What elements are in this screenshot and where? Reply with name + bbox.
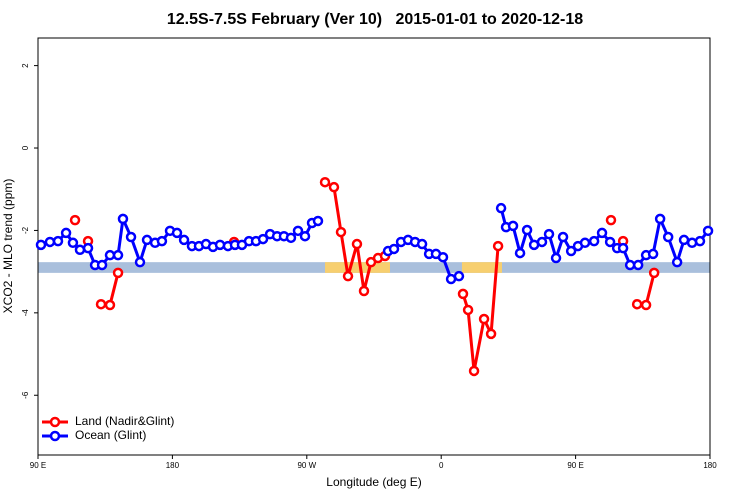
highlight [461,262,502,273]
data-point [104,299,116,311]
x-tick-label: 0 [439,461,444,470]
data-point [647,248,659,260]
data-point [52,235,64,247]
data-point [257,233,269,245]
data-point [462,304,474,316]
data-point [96,259,108,271]
data-point [74,244,86,256]
data-point [485,328,497,340]
data-point [632,259,644,271]
data-point [648,267,660,279]
data-point [492,240,504,252]
y-tick-label: 0 [21,145,30,150]
data-point [82,242,94,254]
data-point [588,235,600,247]
data-point [335,226,347,238]
y-axis-label: XCO2 - MLO trend (ppm) [1,179,15,314]
data-point [112,249,124,261]
data-point [60,227,72,239]
data-point [141,234,153,246]
data-point [44,236,56,248]
data-point [437,251,449,263]
data-point [285,232,297,244]
data-point [640,299,652,311]
data-point [550,252,562,264]
data-point [579,237,591,249]
x-tick-label: 180 [703,461,717,470]
x-tick-label: 90 E [567,461,583,470]
data-point [312,215,324,227]
data-point [112,267,124,279]
data-point [67,237,79,249]
data-point [171,227,183,239]
data-point [69,214,81,226]
data-point [125,231,137,243]
data-point [104,249,116,261]
chart-title: 12.5S-7.5S February (Ver 10) 2015-01-01 … [167,11,583,28]
x-tick-label: 180 [166,461,180,470]
data-point [557,231,569,243]
data-point [604,236,616,248]
data-point [694,235,706,247]
data-point [495,202,507,214]
y-tick-label: -6 [21,391,30,399]
data-point [453,270,465,282]
y-tick-label: -4 [21,309,30,317]
data-point [671,256,683,268]
data-point [178,234,190,246]
legend-marker [49,416,61,428]
data-point [319,176,331,188]
data-point [536,236,548,248]
data-point [678,234,690,246]
legend-marker [49,430,61,442]
data-point [388,243,400,255]
data-point [631,298,643,310]
data-point [605,214,617,226]
data-point [596,227,608,239]
data-point [214,239,226,251]
data-point [662,231,674,243]
y-tick-label: -2 [21,226,30,234]
legend-label: Land (Nadir&Glint) [75,414,174,428]
data-point [328,181,340,193]
legend-label: Ocean (Glint) [75,428,146,442]
data-point [351,238,363,250]
data-point [416,238,428,250]
data-point [95,298,107,310]
series-line [324,180,386,292]
data-point [292,225,304,237]
data-point [478,313,490,325]
data-point [543,228,555,240]
data-point [342,270,354,282]
data-point [156,235,168,247]
data-point [117,213,129,225]
data-point [457,288,469,300]
y-tick-label: 2 [21,63,30,68]
data-point [134,256,146,268]
data-point [468,365,480,377]
data-point [565,245,577,257]
data-point [702,225,714,237]
data-point [35,239,47,251]
data-point [514,247,526,259]
data-point [358,285,370,297]
data-point [617,242,629,254]
x-tick-label: 90 E [30,461,46,470]
data-point [654,213,666,225]
data-point [521,224,533,236]
x-tick-label: 90 W [297,461,316,470]
x-axis-label: Longitude (deg E) [326,475,421,489]
data-point [299,230,311,242]
highlight [325,262,390,273]
data-point [624,259,636,271]
data-point [507,220,519,232]
